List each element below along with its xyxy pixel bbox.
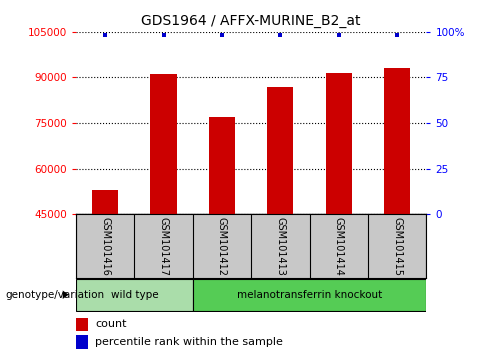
Text: melanotransferrin knockout: melanotransferrin knockout <box>237 290 382 300</box>
Text: GSM101413: GSM101413 <box>275 217 285 276</box>
Bar <box>384 68 410 214</box>
Text: GSM101416: GSM101416 <box>100 217 110 276</box>
Bar <box>76 335 88 349</box>
Bar <box>267 86 294 214</box>
Bar <box>76 318 88 331</box>
Point <box>160 32 168 38</box>
Text: genotype/variation: genotype/variation <box>5 290 104 300</box>
Text: GSM101415: GSM101415 <box>392 217 402 276</box>
Bar <box>193 279 426 311</box>
Bar <box>76 279 193 311</box>
Point <box>218 32 226 38</box>
Text: count: count <box>95 319 127 329</box>
Bar <box>325 73 352 214</box>
Bar <box>92 190 118 214</box>
Title: GDS1964 / AFFX-MURINE_B2_at: GDS1964 / AFFX-MURINE_B2_at <box>142 14 361 28</box>
Point <box>335 32 343 38</box>
Bar <box>209 117 235 214</box>
Text: GSM101417: GSM101417 <box>159 217 169 276</box>
Point <box>276 32 284 38</box>
Point <box>101 32 109 38</box>
Text: GSM101412: GSM101412 <box>217 217 227 276</box>
Point <box>393 32 401 38</box>
Text: percentile rank within the sample: percentile rank within the sample <box>95 337 283 347</box>
Text: wild type: wild type <box>111 290 158 300</box>
Bar <box>150 74 177 214</box>
Text: GSM101414: GSM101414 <box>334 217 343 276</box>
